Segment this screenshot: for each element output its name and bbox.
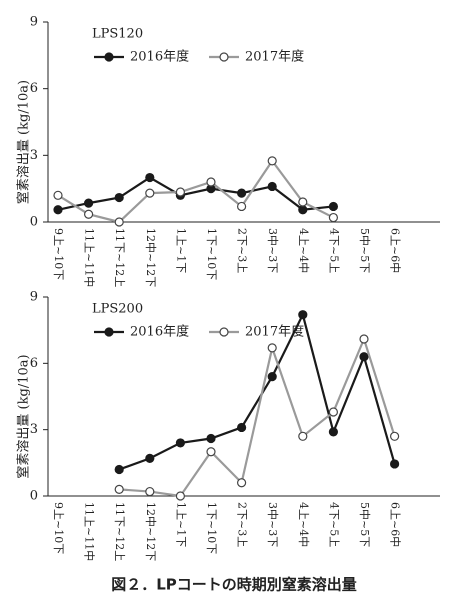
y-tick-label: 6	[30, 81, 38, 96]
y-tick-label: 9	[30, 15, 38, 30]
data-point	[175, 187, 185, 197]
x-tick-label: 12中~12下	[144, 502, 157, 561]
x-tick-label: 4下~5上	[327, 502, 340, 547]
data-point	[114, 464, 124, 475]
x-tick-label: 5中~5下	[358, 502, 371, 547]
y-tick-label: 9	[30, 290, 38, 305]
data-point	[328, 212, 338, 223]
y-tick-label: 0	[30, 489, 38, 504]
data-point	[298, 310, 308, 320]
x-tick-label: 11上~11中	[83, 502, 96, 561]
y-axis-label: 窒素溶出量 (kg/10a)	[16, 354, 32, 478]
data-point	[237, 478, 247, 488]
data-point	[237, 422, 247, 433]
series-line	[57, 158, 334, 224]
series-line	[119, 335, 396, 498]
data-point	[237, 201, 247, 212]
data-point	[267, 181, 277, 192]
data-point	[53, 190, 63, 200]
data-point	[206, 433, 216, 444]
data-point	[328, 427, 338, 437]
data-point	[145, 188, 155, 198]
legend-marker	[104, 52, 114, 62]
y-tick-label: 3	[30, 148, 38, 163]
legend-label: 2016年度	[130, 324, 189, 340]
data-point	[328, 201, 338, 212]
caption: 図２．LPコートの時期別窒素溶出量	[111, 576, 357, 594]
x-tick-label: 6上~6中	[389, 228, 402, 273]
chart-title: LPS200	[92, 302, 143, 317]
data-point	[145, 172, 155, 183]
data-point	[206, 177, 216, 187]
x-tick-label: 11下~12上	[113, 228, 126, 287]
x-tick-label: 1下~10下	[205, 502, 218, 554]
y-tick-label: 6	[30, 356, 38, 371]
legend-marker	[219, 52, 229, 62]
data-point	[328, 407, 338, 417]
x-tick-label: 11上~11中	[83, 228, 96, 287]
data-point	[298, 205, 308, 215]
legend-label: 2017年度	[245, 49, 304, 65]
data-point	[145, 453, 155, 464]
data-point	[298, 197, 308, 207]
x-tick-label: 2下~3上	[236, 502, 249, 547]
x-tick-label: 1上~1下	[174, 502, 187, 547]
x-tick-label: 1上~1下	[174, 228, 187, 273]
x-tick-label: 6上~6中	[389, 502, 402, 547]
data-point	[390, 431, 400, 441]
data-point	[267, 372, 277, 382]
x-tick-label: 3中~3下	[266, 502, 279, 547]
legend-label: 2016年度	[130, 49, 189, 65]
x-tick-label: 9上~10下	[52, 502, 65, 554]
data-point	[298, 431, 308, 441]
data-point	[237, 188, 247, 198]
data-point	[114, 484, 124, 494]
y-axis-label: 窒素溶出量 (kg/10a)	[16, 80, 32, 204]
data-point	[359, 352, 369, 362]
y-tick-label: 3	[30, 422, 38, 437]
legend-label: 2017年度	[245, 324, 304, 340]
data-point	[114, 192, 124, 203]
chart-title: LPS120	[92, 27, 143, 42]
x-tick-label: 11下~12上	[113, 502, 126, 561]
data-point	[83, 209, 94, 219]
x-tick-label: 12中~12下	[144, 228, 157, 287]
data-point	[206, 447, 216, 457]
x-tick-label: 5中~5下	[358, 228, 371, 273]
y-tick-label: 0	[30, 215, 38, 230]
data-point	[114, 217, 124, 227]
data-point	[83, 198, 94, 208]
data-point	[267, 343, 277, 353]
x-tick-label: 1下~10下	[205, 228, 218, 280]
data-point	[145, 486, 155, 497]
series-line	[118, 311, 396, 471]
x-tick-label: 2下~3上	[236, 228, 249, 273]
data-point	[267, 156, 277, 166]
data-point	[175, 491, 185, 501]
data-point	[175, 438, 185, 448]
x-tick-label: 9上~10下	[52, 228, 65, 280]
data-point	[359, 334, 369, 344]
data-point	[53, 205, 63, 215]
legend-marker	[219, 327, 229, 337]
x-tick-label: 4上~4中	[297, 502, 310, 547]
series-line	[57, 176, 334, 211]
data-point	[390, 459, 400, 469]
x-tick-label: 4上~4中	[297, 228, 310, 273]
x-tick-label: 4下~5上	[327, 228, 340, 273]
x-tick-label: 3中~3下	[266, 228, 279, 273]
legend-marker	[104, 327, 114, 337]
